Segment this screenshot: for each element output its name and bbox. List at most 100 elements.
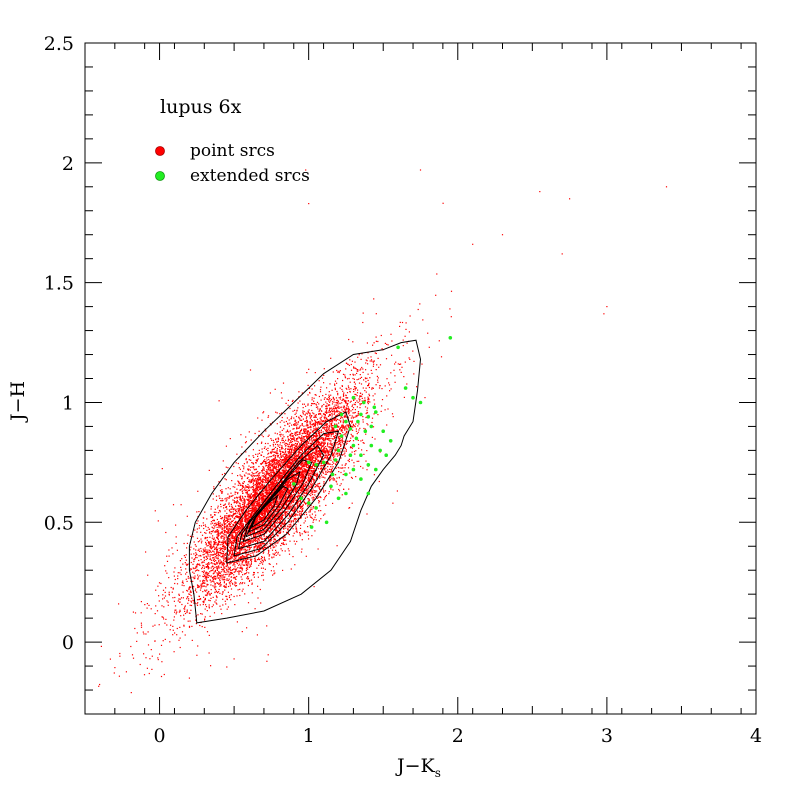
point-src	[220, 537, 222, 539]
point-src	[204, 619, 206, 621]
point-src	[228, 495, 230, 497]
point-src	[253, 466, 255, 468]
point-src	[298, 417, 300, 419]
point-src	[170, 586, 172, 589]
point-src	[305, 502, 307, 504]
point-src	[355, 450, 357, 452]
point-src	[246, 519, 248, 521]
point-src	[352, 435, 354, 437]
point-src	[193, 548, 195, 550]
point-src	[239, 557, 241, 559]
point-src	[207, 552, 209, 554]
point-src	[222, 570, 224, 572]
point-src	[368, 397, 370, 400]
point-src	[350, 410, 352, 412]
point-src	[223, 526, 226, 528]
point-src	[252, 449, 254, 451]
point-src	[347, 426, 350, 428]
point-src	[247, 578, 249, 580]
point-src	[216, 531, 218, 533]
point-src	[371, 421, 373, 424]
point-src	[364, 428, 366, 430]
point-src	[261, 523, 263, 525]
point-src	[308, 494, 310, 496]
point-src	[277, 453, 279, 455]
point-src	[289, 507, 291, 509]
point-src	[187, 563, 189, 565]
point-src	[244, 499, 246, 501]
point-src	[335, 406, 337, 408]
point-src	[277, 542, 279, 544]
point-src	[297, 427, 299, 429]
point-src	[309, 440, 311, 442]
point-src	[235, 569, 237, 571]
point-src	[230, 520, 232, 522]
point-src	[301, 486, 303, 488]
point-src	[281, 463, 283, 465]
point-src	[296, 470, 298, 472]
point-src	[239, 497, 241, 499]
point-src	[233, 558, 235, 561]
point-src	[325, 405, 327, 408]
point-src	[241, 525, 243, 527]
point-src	[284, 465, 286, 467]
point-src	[351, 451, 353, 453]
point-src	[263, 529, 265, 531]
point-src	[225, 519, 227, 522]
point-src	[338, 407, 340, 409]
point-src	[283, 501, 285, 503]
point-src	[267, 467, 269, 469]
point-src	[217, 574, 219, 576]
point-src	[310, 495, 312, 497]
point-src	[302, 462, 304, 464]
point-src	[353, 462, 355, 464]
point-src	[345, 387, 347, 389]
point-src	[324, 441, 326, 443]
point-src	[288, 521, 290, 523]
point-src	[351, 447, 353, 449]
point-src	[311, 441, 313, 443]
point-src	[302, 488, 304, 490]
point-src	[324, 477, 326, 479]
point-src	[263, 503, 265, 505]
point-src	[257, 585, 259, 587]
point-src	[248, 580, 251, 582]
point-src	[231, 520, 233, 522]
point-src	[284, 536, 286, 538]
point-src	[291, 510, 293, 512]
point-src	[205, 606, 208, 608]
point-src	[233, 524, 235, 526]
point-src	[316, 443, 318, 445]
point-src	[312, 493, 314, 496]
point-src	[248, 534, 250, 536]
point-src	[258, 474, 260, 476]
point-src	[261, 538, 263, 540]
point-src	[436, 273, 438, 275]
point-src	[324, 414, 326, 416]
point-src	[361, 439, 364, 441]
point-src	[288, 490, 290, 492]
point-src	[244, 561, 246, 563]
point-src	[230, 579, 232, 581]
point-src	[292, 436, 295, 438]
point-src	[223, 558, 225, 560]
point-src	[230, 569, 232, 571]
point-src	[237, 508, 239, 510]
point-src	[291, 477, 293, 479]
point-src	[235, 526, 237, 528]
point-src	[220, 553, 222, 555]
point-src	[166, 624, 168, 626]
point-src	[241, 522, 243, 524]
point-src	[189, 588, 191, 590]
point-src	[203, 561, 205, 563]
point-src	[217, 534, 219, 536]
point-src	[351, 360, 353, 362]
point-src	[181, 584, 183, 586]
point-src	[311, 399, 313, 401]
point-src	[300, 475, 302, 477]
point-src	[220, 584, 222, 586]
point-src	[264, 446, 266, 448]
point-src	[248, 515, 250, 517]
point-src	[299, 445, 301, 447]
point-src	[259, 482, 261, 485]
